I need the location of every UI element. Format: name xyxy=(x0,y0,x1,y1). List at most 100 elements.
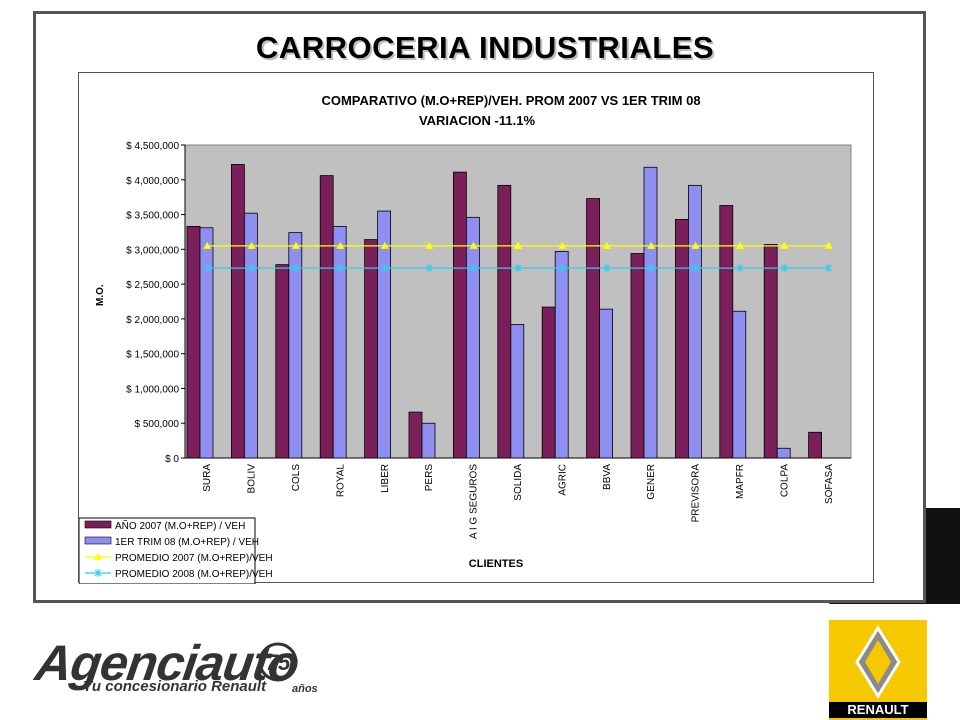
triangle-marker xyxy=(780,241,789,249)
y-tick-label: $ 3,000,000 xyxy=(126,245,179,256)
bar xyxy=(763,244,778,459)
x-tick-label: COLS xyxy=(291,464,302,492)
legend-label: PROMEDIO 2007 (M.O+REP)/VEH xyxy=(115,553,273,564)
y-tick-label: $ 4,000,000 xyxy=(126,176,179,187)
bar xyxy=(421,422,436,459)
y-tick-label: $ 0 xyxy=(165,454,179,465)
x-axis-label: CLIENTES xyxy=(469,558,523,570)
x-tick-label: SOFASA xyxy=(824,464,835,504)
slide-title: CARROCERIA INDUSTRIALES xyxy=(255,30,715,65)
legend: AÑO 2007 (M.O+REP) / VEH 1ER TRIM 08 (M.O… xyxy=(78,517,273,585)
renault-diamond-icon xyxy=(855,625,901,699)
triangle-marker xyxy=(203,241,212,249)
x-tick-label: BOLIV xyxy=(247,464,258,494)
bar xyxy=(776,447,791,459)
legend-swatch xyxy=(84,536,112,545)
star-marker xyxy=(736,264,744,273)
bar xyxy=(554,251,569,459)
triangle-marker xyxy=(691,241,700,249)
anniversary-75-icon: 75 xyxy=(258,642,298,682)
x-tick-label: LIBER xyxy=(380,464,391,493)
y-tick-label: $ 500,000 xyxy=(135,419,180,430)
bar xyxy=(465,216,480,459)
star-marker xyxy=(780,264,788,273)
triangle-marker xyxy=(247,241,256,249)
plot-area: $ 0 $ 500,000 $ 1,000,000 $ 1,500,000 $ 2,00… xyxy=(126,141,852,539)
x-tick-label: ROYAL xyxy=(335,464,346,498)
legend-star-marker xyxy=(94,569,102,577)
x-tick-label: SOLIDA xyxy=(513,464,524,501)
chart-subtitle: VARIACION -11.1% xyxy=(419,113,536,128)
star-marker xyxy=(558,264,566,273)
star-marker xyxy=(425,264,433,273)
legend-triangle-marker xyxy=(94,553,102,560)
x-tick-label: SURA xyxy=(202,464,213,492)
star-marker xyxy=(381,264,389,273)
x-tick-label: BBVA xyxy=(602,464,613,490)
bar xyxy=(408,411,423,459)
y-tick-label: $ 3,500,000 xyxy=(126,211,179,222)
triangle-marker xyxy=(469,241,478,249)
agenciauto-tagline: Tu concesionario Renault xyxy=(83,678,267,695)
bar xyxy=(377,210,392,459)
y-tick-label: $ 4,500,000 xyxy=(126,141,179,152)
bar xyxy=(732,310,747,459)
triangle-marker xyxy=(425,241,434,249)
star-marker xyxy=(514,264,522,273)
legend-swatch xyxy=(84,520,112,529)
y-tick-label: $ 1,500,000 xyxy=(126,350,179,361)
star-marker xyxy=(647,264,655,273)
triangle-marker xyxy=(736,241,744,249)
triangle-marker xyxy=(514,241,522,249)
bar xyxy=(243,212,258,459)
bar xyxy=(275,264,290,459)
bar xyxy=(497,184,512,459)
anniversary-number: 75 xyxy=(266,650,291,675)
x-tick-label: MAPFR xyxy=(735,464,746,499)
star-marker xyxy=(825,264,833,273)
bar xyxy=(230,164,245,459)
triangle-marker xyxy=(824,241,833,249)
star-marker xyxy=(203,264,211,273)
star-marker xyxy=(692,264,700,273)
bar xyxy=(452,171,467,459)
bar xyxy=(586,198,601,459)
bar xyxy=(643,166,658,459)
renault-label: RENAULT xyxy=(829,702,927,718)
x-tick-label: COLPA xyxy=(779,464,790,497)
y-axis-label: M.O. xyxy=(95,284,106,306)
star-marker xyxy=(292,264,300,273)
triangle-marker xyxy=(558,241,567,249)
x-tick-label: A I G SEGUROS xyxy=(469,464,480,539)
bar xyxy=(199,227,214,459)
legend-label: PROMEDIO 2008 (M.O+REP)/VEH xyxy=(115,569,273,580)
chart: COMPARATIVO (M.O+REP)/VEH. PROM 2007 VS … xyxy=(78,93,852,585)
bar xyxy=(599,308,613,459)
y-tick-label: $ 2,500,000 xyxy=(126,280,179,291)
triangle-marker xyxy=(602,241,611,249)
renault-logo: RENAULT xyxy=(829,620,927,720)
star-marker xyxy=(470,264,478,273)
bar xyxy=(186,225,201,459)
bar xyxy=(288,232,303,459)
anniversary-anos: años xyxy=(292,683,318,695)
bar xyxy=(541,306,556,459)
chart-title: COMPARATIVO (M.O+REP)/VEH. PROM 2007 VS … xyxy=(321,93,700,108)
triangle-marker xyxy=(336,241,345,249)
x-tick-label: AGRIC xyxy=(557,464,568,496)
star-marker xyxy=(248,264,256,273)
bar xyxy=(675,219,689,459)
bar xyxy=(630,253,645,459)
x-tick-label: GENER xyxy=(646,464,657,500)
triangle-marker xyxy=(647,241,656,249)
y-tick-label: $ 1,000,000 xyxy=(126,384,179,395)
bar xyxy=(808,431,822,459)
y-tick-label: $ 2,000,000 xyxy=(126,315,179,326)
bar xyxy=(319,175,334,459)
triangle-marker xyxy=(380,241,389,249)
x-tick-label: PREVISORA xyxy=(691,464,702,523)
star-marker xyxy=(603,264,611,273)
chart-container: COMPARATIVO (M.O+REP)/VEH. PROM 2007 VS … xyxy=(78,72,874,585)
star-marker xyxy=(336,264,344,273)
bar xyxy=(510,324,525,459)
